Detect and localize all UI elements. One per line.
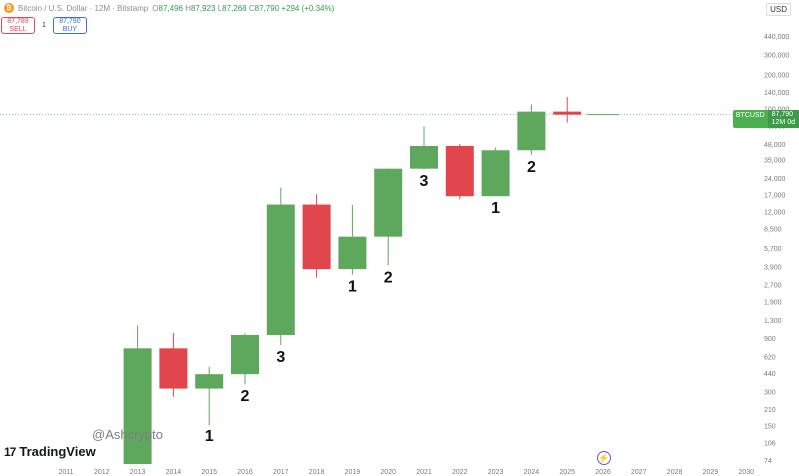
badge-price: 87,790 12M 0d [767, 110, 799, 128]
y-tick-label: 900 [764, 336, 776, 343]
y-tick-label: 24,000 [764, 176, 786, 183]
price-badge: BTCUSD 87,790 12M 0d [732, 110, 799, 128]
badge-symbol: BTCUSD [732, 110, 768, 128]
x-tick-label: 2015 [201, 469, 217, 476]
badge-price-value: 87,790 [771, 111, 794, 118]
candle-body [195, 374, 224, 389]
y-tick-label: 2,700 [764, 283, 782, 290]
high-value: 87,923 [190, 3, 216, 13]
y-tick-label: 200,000 [764, 72, 789, 79]
cycle-annotation: 2 [527, 159, 536, 176]
currency-selector[interactable]: USD [766, 3, 791, 16]
x-tick-label: 2017 [273, 469, 289, 476]
y-tick-label: 5,700 [764, 246, 782, 253]
candle-body [302, 204, 331, 270]
y-tick-label: 8,500 [764, 227, 782, 234]
y-tick-label: 440,000 [764, 34, 789, 41]
cycle-annotation: 3 [420, 173, 429, 190]
cycle-annotation: 1 [491, 200, 500, 217]
x-tick-label: 2014 [166, 469, 182, 476]
x-tick-label: 2016 [237, 469, 253, 476]
close-value: 87,790 [254, 3, 280, 13]
y-tick-label: 35,000 [764, 158, 786, 165]
x-tick-label: 2022 [452, 469, 468, 476]
spread-value: 1 [42, 22, 46, 29]
y-tick-label: 210 [764, 407, 776, 414]
x-tick-label: 2019 [345, 469, 361, 476]
x-tick-label: 2028 [667, 469, 683, 476]
tradingview-logo[interactable]: 17 TradingView [4, 444, 96, 459]
symbol-title: Bitcoin / U.S. Dollar · 12M · Bitstamp [18, 3, 149, 13]
cycle-annotation: 1 [348, 279, 357, 296]
x-tick-label: 2018 [309, 469, 325, 476]
candle-body [481, 150, 510, 197]
buy-label: BUY [62, 26, 78, 33]
cycle-annotation: 1 [205, 428, 214, 445]
y-tick-label: 620 [764, 354, 776, 361]
x-tick-label: 2021 [416, 469, 432, 476]
x-tick-label: 2020 [380, 469, 396, 476]
buy-price: 87,790 [59, 18, 81, 25]
sell-price: 87,789 [7, 18, 29, 25]
cycle-annotation: 2 [241, 388, 250, 405]
y-tick-label: 100,000 [764, 106, 789, 113]
x-tick-label: 2030 [738, 469, 754, 476]
candle-body [374, 168, 403, 237]
candle-body [517, 111, 546, 151]
x-tick-label: 2012 [94, 469, 110, 476]
cycle-annotation: 3 [276, 349, 285, 366]
author-handle: @Ashcrypto [92, 427, 163, 442]
x-tick-label: 2023 [488, 469, 504, 476]
y-tick-label: 1,300 [764, 318, 782, 325]
y-tick-label: 440 [764, 371, 776, 378]
y-tick-label: 74 [764, 458, 772, 465]
y-tick-label: 106 [764, 440, 776, 447]
candle-body [410, 145, 438, 169]
x-tick-label: 2024 [524, 469, 540, 476]
x-tick-label: 2027 [631, 469, 647, 476]
y-tick-label: 12,000 [764, 210, 786, 217]
x-tick-label: 2025 [559, 469, 575, 476]
y-tick-label: 48,000 [764, 142, 786, 149]
ohlc-values: O87,496 H87,923 L87,268 C87,790 +294 (+0… [152, 3, 335, 13]
bitcoin-icon: ₿ [4, 3, 14, 13]
candle-body [123, 348, 152, 464]
change-value: +294 (+0.34%) [281, 3, 335, 13]
x-tick-label: 2026 [595, 469, 611, 476]
x-tick-label: 2013 [130, 469, 146, 476]
open-value: 87,496 [158, 3, 183, 13]
low-value: 87,268 [222, 3, 247, 13]
tradingview-logo-text: TradingView [19, 444, 96, 459]
buy-button[interactable]: 87,790 BUY [52, 17, 87, 34]
trade-panel: 87,789 SELL 1 87,790 BUY [1, 17, 87, 34]
tradingview-logo-icon: 17 [4, 444, 16, 459]
y-tick-label: 150 [764, 424, 776, 431]
reset-chart-icon[interactable]: ⚡ [597, 451, 611, 465]
candle-body [338, 236, 367, 270]
sell-label: SELL [9, 26, 27, 33]
y-tick-label: 17,000 [764, 193, 786, 200]
cycle-annotation: 2 [384, 269, 393, 286]
candle-body [553, 111, 582, 115]
y-tick-label: 300 [764, 390, 776, 397]
chart-header: ₿ Bitcoin / U.S. Dollar · 12M · Bitstamp… [4, 3, 334, 13]
sell-button[interactable]: 87,789 SELL [1, 17, 35, 34]
candle-body [445, 145, 474, 197]
y-tick-label: 3,900 [764, 265, 782, 272]
candle-body [266, 204, 295, 335]
y-tick-label: 1,900 [764, 300, 782, 307]
badge-interval: 12M 0d [771, 119, 795, 126]
y-tick-label: 140,000 [764, 90, 789, 97]
y-tick-label: 300,000 [764, 53, 789, 60]
x-tick-label: 2011 [58, 469, 73, 476]
x-tick-label: 2029 [703, 469, 719, 476]
candle-body [231, 334, 259, 375]
candle-body [159, 348, 188, 389]
